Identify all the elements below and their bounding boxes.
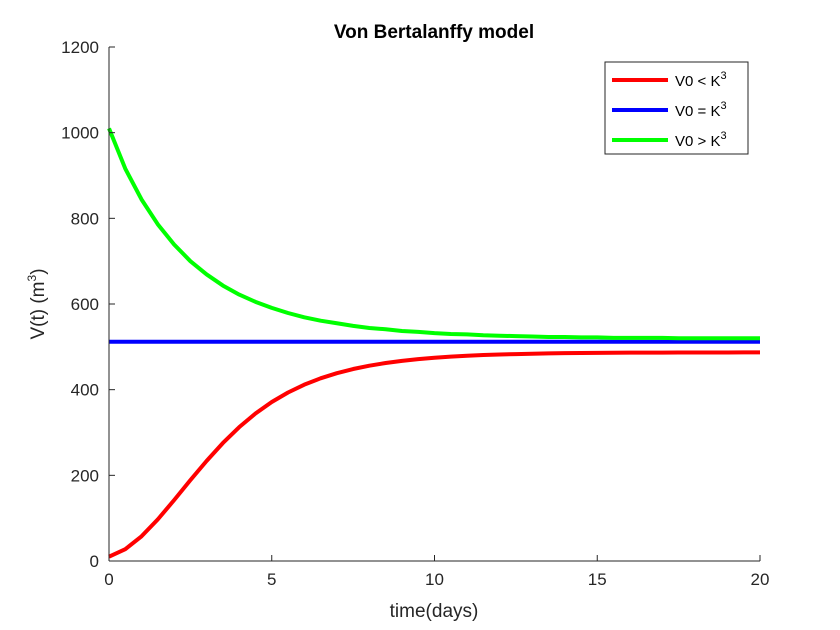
y-tick-label: 1000 xyxy=(61,124,99,143)
y-axis-label-base: V(t) (m xyxy=(28,281,49,339)
y-tick-label: 0 xyxy=(90,552,99,571)
y-tick-label: 200 xyxy=(71,466,99,485)
legend-label-v0-equal-k3: V0 = K3 xyxy=(675,100,727,120)
legend-label-base: V0 = K xyxy=(675,103,720,120)
series-layer xyxy=(107,127,760,559)
y-axis-label-tail: ) xyxy=(28,268,49,274)
y-tick-label: 1200 xyxy=(61,38,99,57)
legend-label-base: V0 < K xyxy=(675,73,720,90)
legend-label-v0-greater-than-k3: V0 > K3 xyxy=(675,130,727,150)
y-axis-label: V(t) (m3) xyxy=(25,268,49,339)
x-ticks: 0 5 10 15 20 xyxy=(104,555,769,589)
x-axis-label: time(days) xyxy=(390,601,479,622)
x-tick-label: 10 xyxy=(425,570,444,589)
x-tick-label: 5 xyxy=(267,570,276,589)
y-tick-label: 800 xyxy=(71,209,99,228)
x-tick-label: 0 xyxy=(104,570,113,589)
y-axis-label-sup: 3 xyxy=(25,274,39,281)
legend-label-base: V0 > K xyxy=(675,133,720,150)
x-tick-label: 20 xyxy=(751,570,770,589)
series-line-v0-greater-than-k3 xyxy=(107,127,760,341)
legend-label-sup: 3 xyxy=(720,100,726,112)
chart-title: Von Bertalanffy model xyxy=(334,22,534,43)
y-ticks: 0 200 400 600 800 1000 1200 xyxy=(61,38,115,571)
plot-area xyxy=(107,127,760,559)
legend-label-sup: 3 xyxy=(720,70,726,82)
y-tick-label: 400 xyxy=(71,381,99,400)
axes: 0 5 10 15 20 0 200 400 600 800 1000 1200 xyxy=(61,38,769,589)
series-line-v0-less-than-k3 xyxy=(108,350,760,559)
y-tick-label: 600 xyxy=(71,295,99,314)
legend-label-v0-less-than-k3: V0 < K3 xyxy=(675,70,727,90)
x-tick-label: 15 xyxy=(588,570,607,589)
legend-label-sup: 3 xyxy=(720,130,726,142)
